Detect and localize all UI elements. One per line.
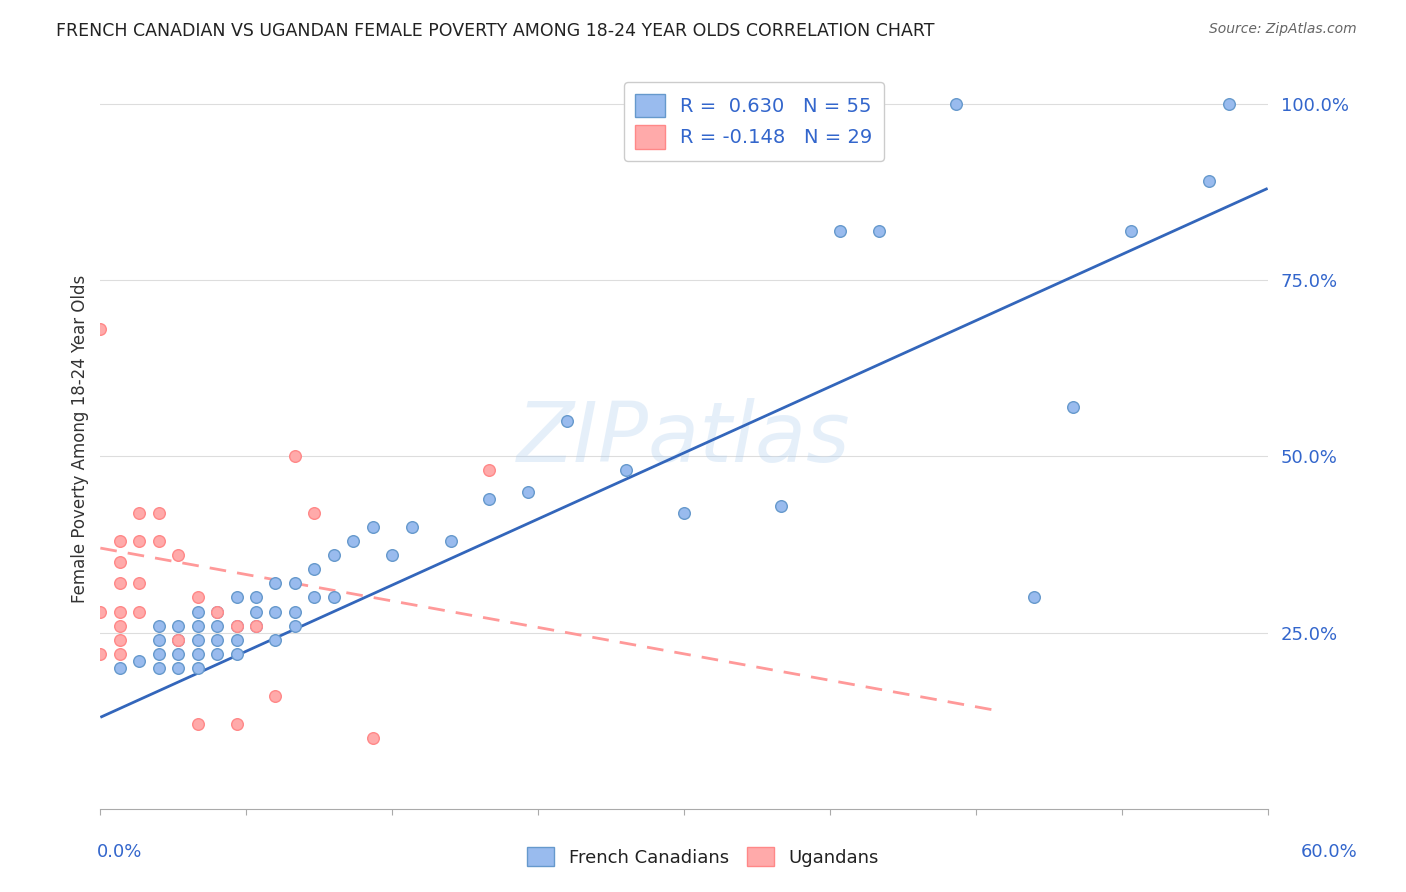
Y-axis label: Female Poverty Among 18-24 Year Olds: Female Poverty Among 18-24 Year Olds bbox=[72, 275, 89, 603]
Point bbox=[128, 605, 150, 619]
Point bbox=[322, 591, 344, 605]
Point bbox=[225, 618, 247, 632]
Point bbox=[187, 647, 209, 661]
Point bbox=[284, 605, 307, 619]
Point bbox=[401, 520, 423, 534]
Point bbox=[770, 499, 793, 513]
Point bbox=[672, 506, 695, 520]
Point bbox=[555, 414, 578, 428]
Point bbox=[205, 632, 228, 647]
Point bbox=[128, 576, 150, 591]
Point bbox=[517, 484, 540, 499]
Point bbox=[304, 506, 326, 520]
Point bbox=[148, 534, 170, 549]
Point bbox=[167, 548, 190, 562]
Text: 0.0%: 0.0% bbox=[97, 843, 142, 861]
Point bbox=[108, 576, 131, 591]
Point bbox=[167, 632, 190, 647]
Point bbox=[187, 717, 209, 731]
Point bbox=[187, 632, 209, 647]
Point bbox=[205, 605, 228, 619]
Point bbox=[361, 731, 384, 746]
Point bbox=[868, 224, 890, 238]
Point bbox=[381, 548, 404, 562]
Point bbox=[1218, 96, 1240, 111]
Point bbox=[361, 520, 384, 534]
Point bbox=[225, 647, 247, 661]
Point bbox=[128, 534, 150, 549]
Text: Source: ZipAtlas.com: Source: ZipAtlas.com bbox=[1209, 22, 1357, 37]
Point bbox=[187, 605, 209, 619]
Point bbox=[225, 591, 247, 605]
Point bbox=[225, 717, 247, 731]
Point bbox=[304, 562, 326, 576]
Point bbox=[187, 591, 209, 605]
Legend: French Canadians, Ugandans: French Canadians, Ugandans bbox=[520, 840, 886, 874]
Point bbox=[945, 96, 967, 111]
Point bbox=[264, 605, 287, 619]
Text: 60.0%: 60.0% bbox=[1301, 843, 1357, 861]
Point bbox=[187, 618, 209, 632]
Point bbox=[167, 618, 190, 632]
Point bbox=[167, 661, 190, 675]
Point bbox=[108, 632, 131, 647]
Point bbox=[245, 618, 267, 632]
Point bbox=[108, 647, 131, 661]
Point bbox=[148, 506, 170, 520]
Point bbox=[225, 632, 247, 647]
Point bbox=[304, 591, 326, 605]
Point bbox=[167, 647, 190, 661]
Point bbox=[205, 647, 228, 661]
Point bbox=[205, 605, 228, 619]
Point bbox=[264, 576, 287, 591]
Point bbox=[108, 605, 131, 619]
Point bbox=[148, 661, 170, 675]
Point bbox=[148, 647, 170, 661]
Point bbox=[89, 647, 111, 661]
Point bbox=[89, 322, 111, 336]
Point bbox=[128, 506, 150, 520]
Point bbox=[284, 576, 307, 591]
Point bbox=[205, 618, 228, 632]
Point bbox=[478, 491, 501, 506]
Point bbox=[108, 618, 131, 632]
Point bbox=[284, 450, 307, 464]
Point bbox=[284, 618, 307, 632]
Point bbox=[264, 632, 287, 647]
Point bbox=[108, 534, 131, 549]
Point bbox=[478, 463, 501, 477]
Point bbox=[264, 689, 287, 703]
Point bbox=[108, 555, 131, 569]
Point bbox=[245, 618, 267, 632]
Point bbox=[342, 534, 364, 549]
Point bbox=[1024, 591, 1046, 605]
Point bbox=[128, 654, 150, 668]
Text: FRENCH CANADIAN VS UGANDAN FEMALE POVERTY AMONG 18-24 YEAR OLDS CORRELATION CHAR: FRENCH CANADIAN VS UGANDAN FEMALE POVERT… bbox=[56, 22, 935, 40]
Point bbox=[187, 661, 209, 675]
Point bbox=[439, 534, 461, 549]
Point bbox=[108, 661, 131, 675]
Text: ZIPatlas: ZIPatlas bbox=[517, 398, 851, 479]
Point bbox=[1198, 174, 1220, 188]
Point bbox=[1062, 400, 1084, 414]
Point bbox=[148, 632, 170, 647]
Point bbox=[245, 591, 267, 605]
Point bbox=[245, 605, 267, 619]
Point bbox=[148, 618, 170, 632]
Point bbox=[614, 463, 637, 477]
Point bbox=[322, 548, 344, 562]
Point bbox=[828, 224, 851, 238]
Point bbox=[167, 632, 190, 647]
Point bbox=[225, 618, 247, 632]
Point bbox=[1121, 224, 1143, 238]
Legend: R =  0.630   N = 55, R = -0.148   N = 29: R = 0.630 N = 55, R = -0.148 N = 29 bbox=[624, 82, 884, 161]
Point bbox=[89, 605, 111, 619]
